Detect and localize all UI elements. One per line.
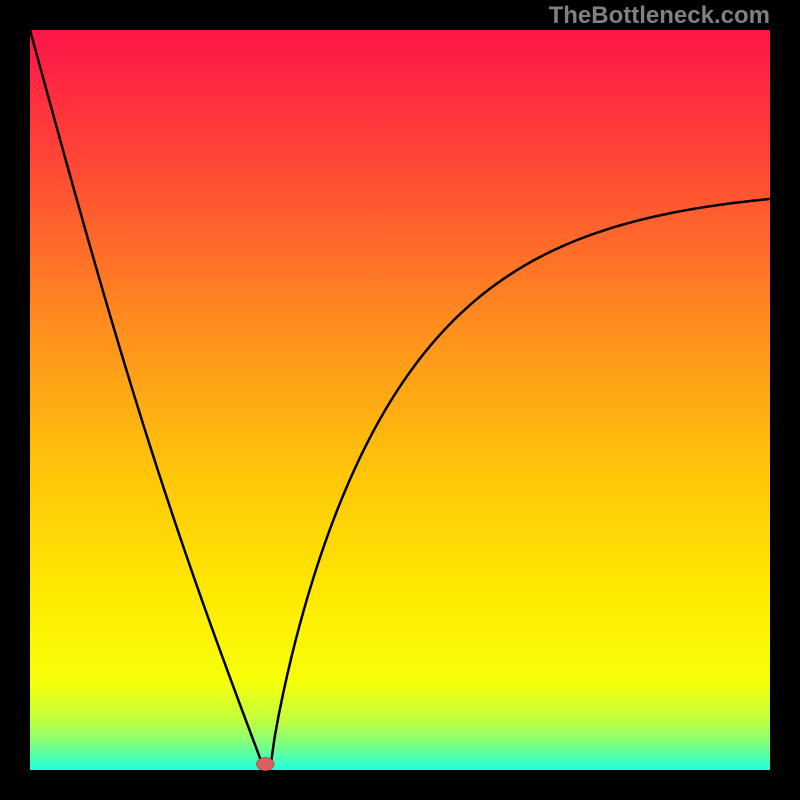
- curve-svg: [0, 0, 800, 800]
- watermark-text: TheBottleneck.com: [549, 2, 770, 30]
- minimum-marker: [256, 757, 274, 770]
- chart-container: TheBottleneck.com: [0, 0, 800, 800]
- bottleneck-curve: [30, 30, 770, 766]
